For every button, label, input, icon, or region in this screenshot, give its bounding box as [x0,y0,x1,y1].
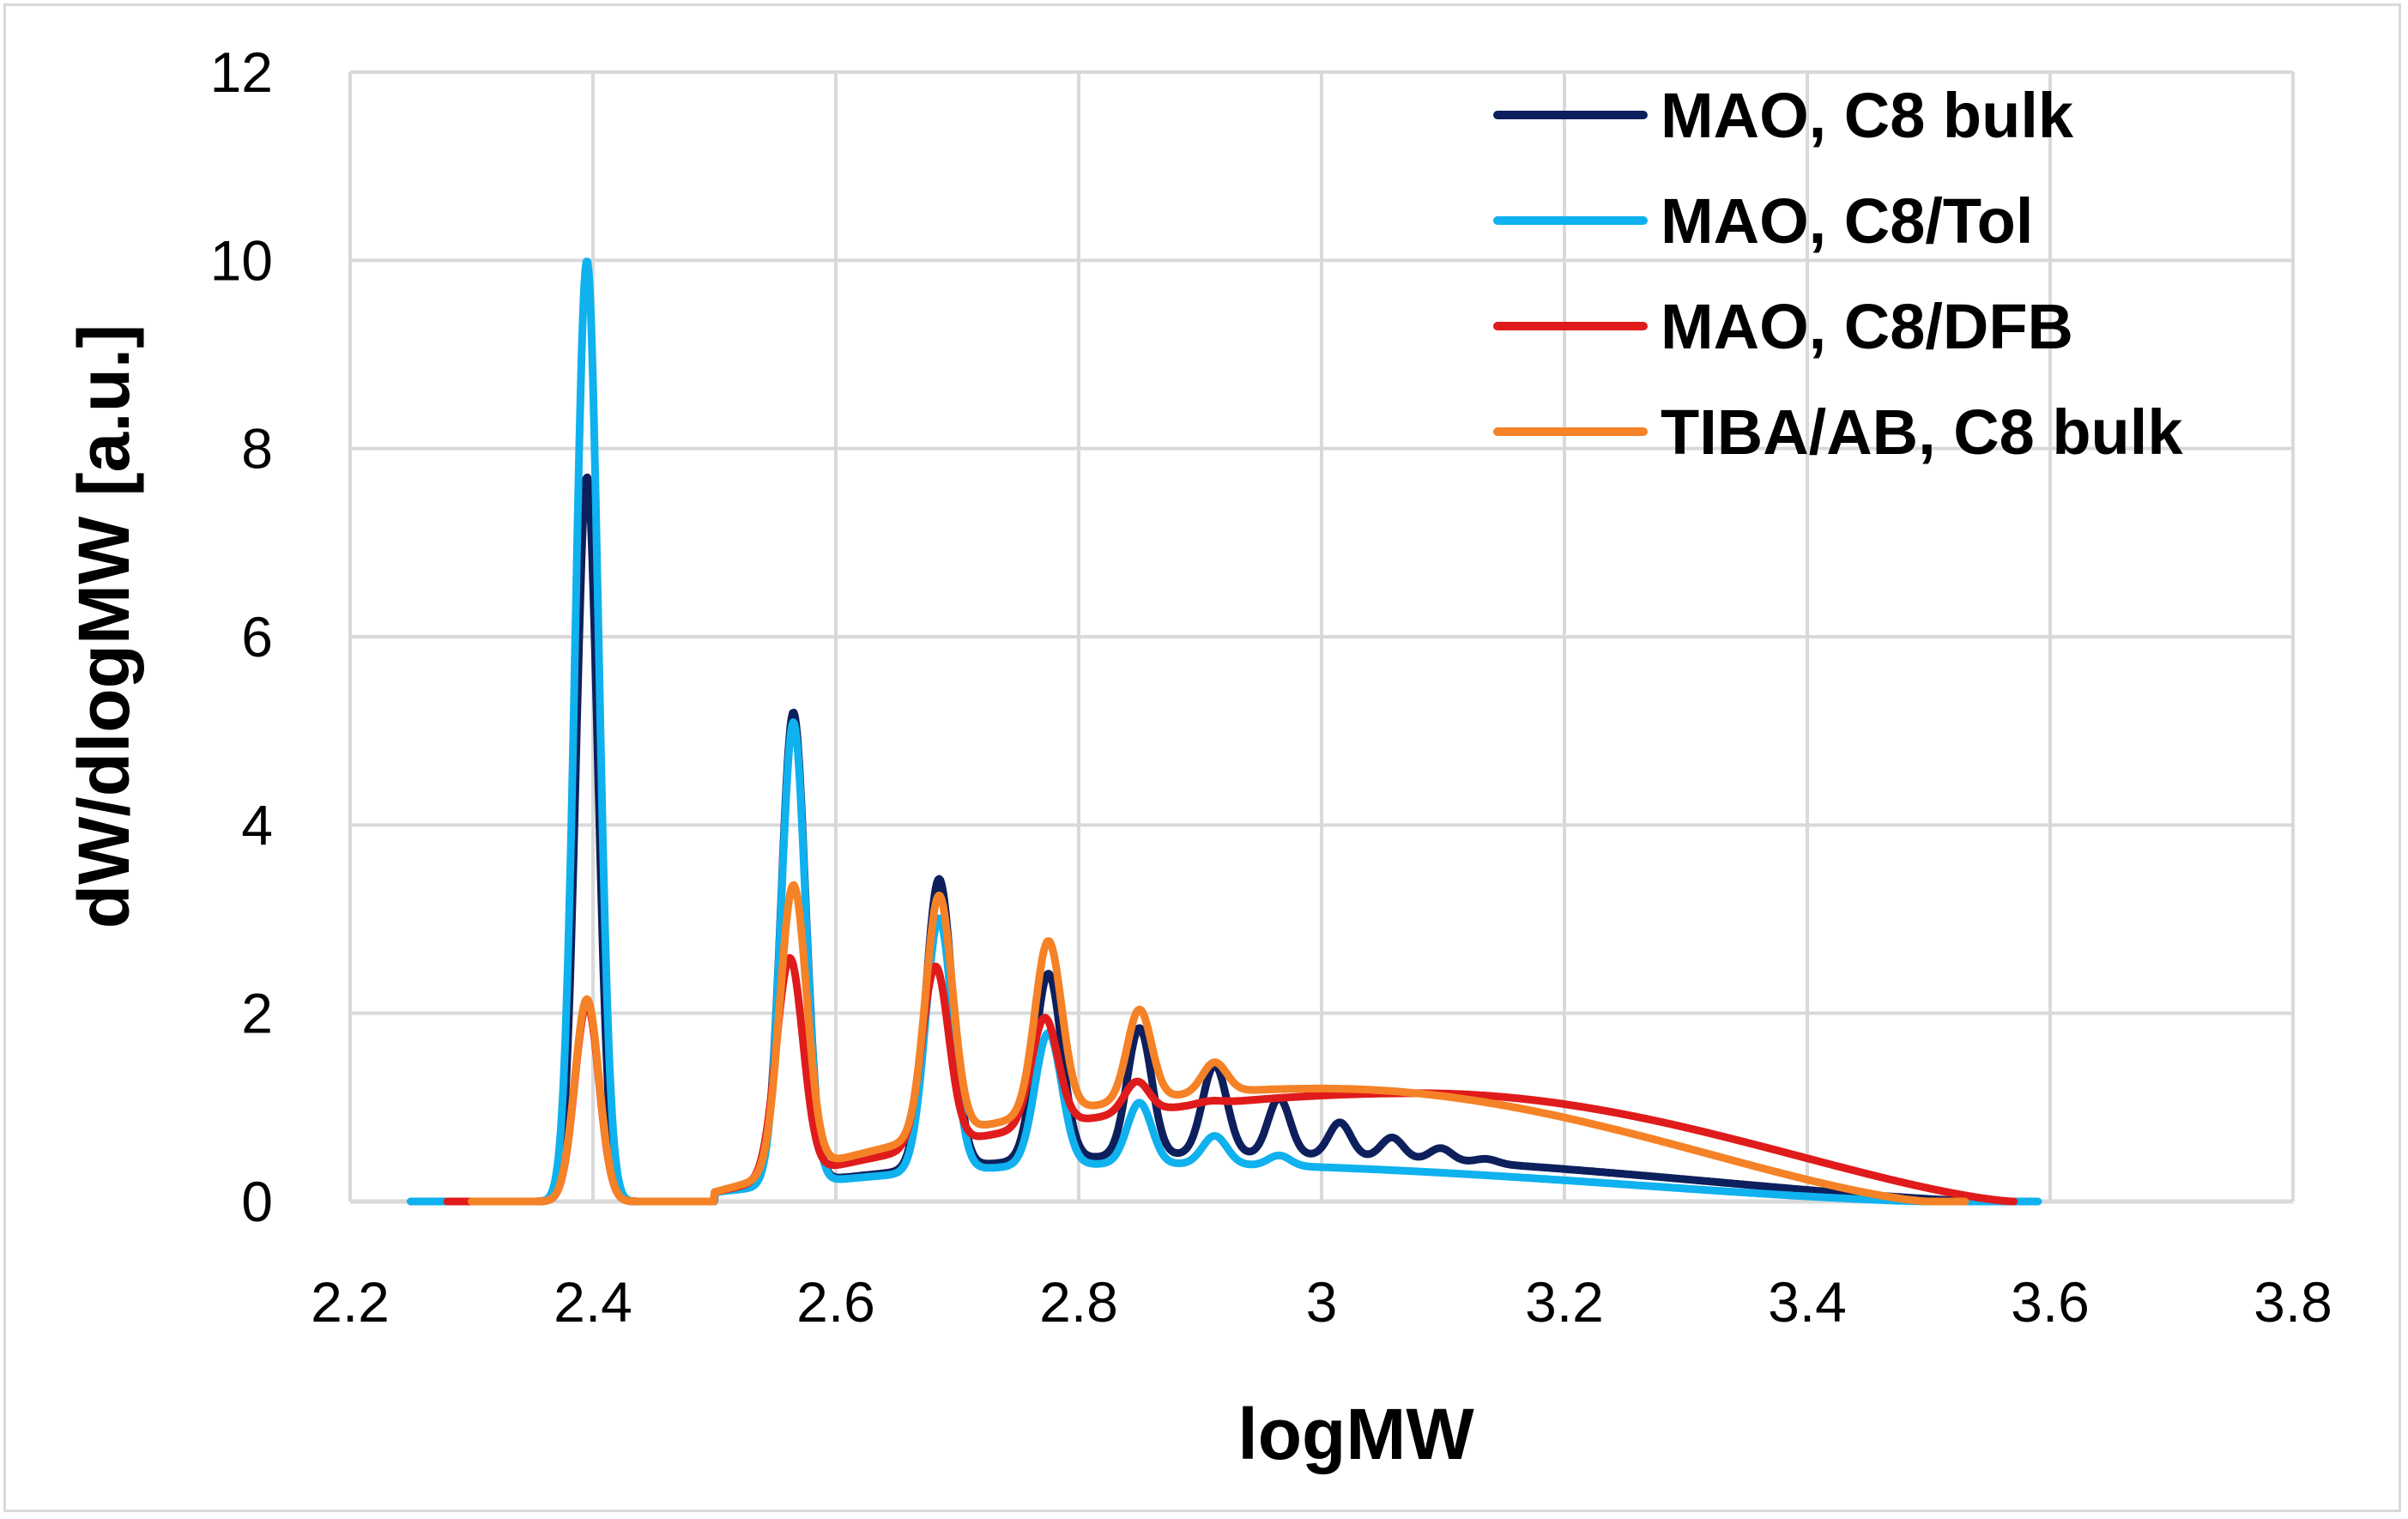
x-tick-label: 3 [1306,1270,1338,1334]
series-line-1 [407,473,2030,1206]
x-tick-label: 2.8 [1039,1270,1118,1334]
chart-frame [3,3,2401,1512]
y-tick-label: 12 [210,40,273,104]
legend-label: MAO, C8/Tol [1661,185,2033,257]
y-axis-title: dW/dlogMW [a.u.] [64,324,144,929]
x-tick-label: 3.8 [2254,1270,2332,1334]
y-tick-label: 4 [241,793,273,856]
legend-label: MAO, C8/DFB [1661,291,2073,362]
x-axis-title: logMW [1237,1394,1474,1474]
series-lines [407,257,2042,1206]
x-tick-label: 3.2 [1525,1270,1604,1334]
legend-label: MAO, C8 bulk [1661,80,2074,151]
x-tick-label: 2.2 [311,1270,390,1334]
x-tick-label: 2.4 [554,1270,632,1334]
x-tick-label: 3.6 [2011,1270,2090,1334]
y-tick-label: 8 [241,417,273,481]
series-line-4 [468,881,1969,1206]
legend-label: TIBA/AB, C8 bulk [1661,396,2183,468]
axes: 0 2 4 6 8 10 12 2.2 2.4 2.6 2.8 3 3.2 3.4 3.6 3.8 [210,40,2332,1334]
y-tick-label: 6 [241,605,273,669]
x-tick-label: 3.4 [1768,1270,1847,1334]
y-tick-label: 0 [241,1170,273,1233]
legend: MAO, C8 bulk MAO, C8/Tol MAO, C8/DFB TIBA/A… [1493,80,2183,468]
y-tick-label: 2 [241,982,273,1045]
x-tick-label: 2.6 [796,1270,875,1334]
y-tick-label: 10 [210,228,273,292]
